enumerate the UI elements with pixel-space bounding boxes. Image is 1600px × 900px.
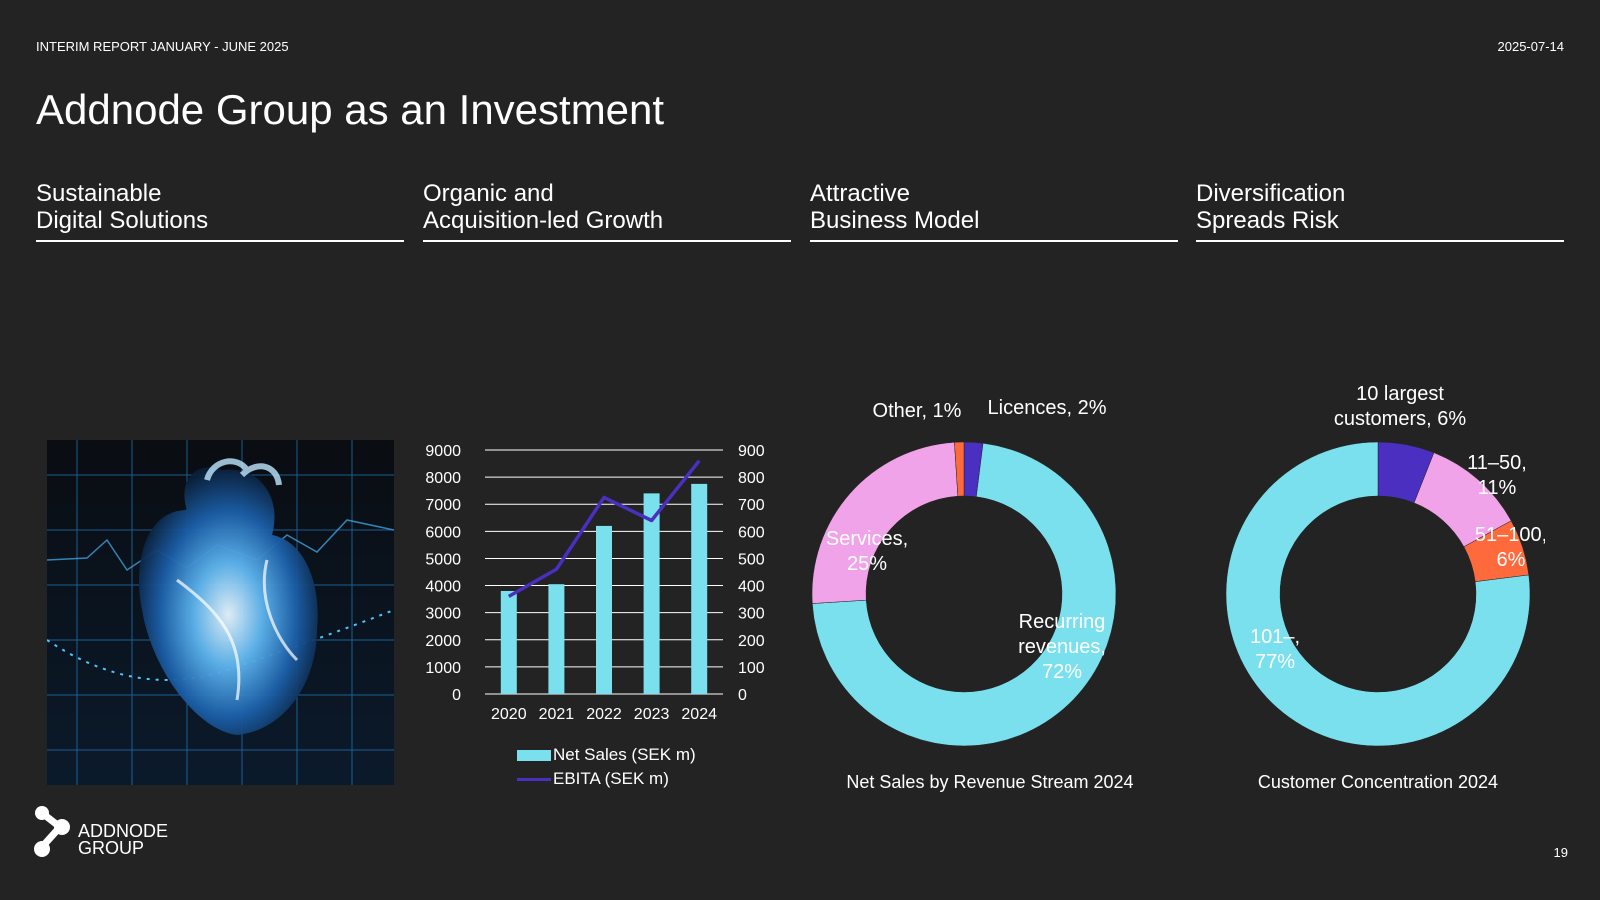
legend-label-ebita: EBITA (SEK m) xyxy=(553,769,669,788)
y-right-tick-label: 300 xyxy=(738,606,765,623)
x-tick-label: 2020 xyxy=(491,706,527,723)
y-right-tick-label: 900 xyxy=(738,443,765,460)
y-left-tick-label: 6000 xyxy=(425,524,461,541)
addnode-logo-icon xyxy=(32,805,74,864)
y-left-tick-label: 3000 xyxy=(425,606,461,623)
column-heading-diversification: Diversification Spreads Risk xyxy=(1196,180,1564,242)
y-right-tick-label: 700 xyxy=(738,497,765,514)
column-heading-line2: Business Model xyxy=(810,207,980,234)
net-sales-bar xyxy=(500,590,517,694)
column-heading-line1: Attractive xyxy=(810,180,911,207)
donut-slice-label: Other, 1% xyxy=(873,400,962,422)
y-left-tick-label: 9000 xyxy=(425,443,461,460)
y-left-tick-label: 1000 xyxy=(425,660,461,677)
y-right-tick-label: 0 xyxy=(738,687,747,704)
y-left-tick-label: 5000 xyxy=(425,551,461,568)
column-heading-line1: Organic and xyxy=(423,180,554,207)
y-left-tick-label: 0 xyxy=(452,687,461,704)
logo-line2: GROUP xyxy=(78,838,145,858)
donut-slice xyxy=(1225,441,1531,747)
column-heading-line1: Diversification xyxy=(1196,180,1346,207)
donut-slice-label: 11–50, 11% xyxy=(1467,452,1527,499)
y-right-tick-label: 200 xyxy=(738,633,765,650)
revenue-stream-caption: Net Sales by Revenue Stream 2024 xyxy=(846,772,1134,792)
revenue-stream-donut-svg: Licences, 2% Recurring revenues, 72% Service… xyxy=(811,397,1117,747)
legend-swatch-net-sales xyxy=(517,749,551,761)
column-heading-growth: Organic and Acquisition-led Growth xyxy=(423,180,791,242)
donut-slice-label: 101–, 77% xyxy=(1250,626,1300,673)
legend-label-net-sales: Net Sales (SEK m) xyxy=(553,745,696,764)
anatomical-heart-hologram-image xyxy=(47,440,394,785)
y-left-tick-label: 2000 xyxy=(425,633,461,650)
donut-slice xyxy=(812,442,1117,747)
y-right-tick-label: 500 xyxy=(738,551,765,568)
donut-slice xyxy=(954,441,965,497)
donut-slice-label: 10 largest customers, 6% xyxy=(1334,383,1466,430)
x-tick-label: 2023 xyxy=(634,706,670,723)
y-right-tick-label: 800 xyxy=(738,470,765,487)
chart-legend: Net Sales (SEK m) EBITA (SEK m) xyxy=(517,743,696,791)
sales-ebita-chart-svg: 0 0 1000 100 2000 200 3000 300 4000 400 5000 500 600… xyxy=(425,443,765,723)
net-sales-bar xyxy=(548,584,565,694)
page-number: 19 xyxy=(1553,845,1568,860)
logo-line1: ADDNODE xyxy=(78,821,169,841)
page-title: Addnode Group as an Investment xyxy=(36,86,665,133)
y-right-tick-label: 100 xyxy=(738,660,765,677)
net-sales-bar xyxy=(691,483,708,694)
ebita-line xyxy=(507,459,701,598)
x-tick-label: 2024 xyxy=(681,706,717,723)
customer-concentration-donut: 10 largest customers, 6% 11–50, 11% 51–100, 6… xyxy=(1205,380,1547,765)
x-tick-label: 2021 xyxy=(539,706,575,723)
column-heading-line2: Acquisition-led Growth xyxy=(423,207,664,234)
y-right-tick-label: 600 xyxy=(738,524,765,541)
sales-ebita-chart: 0 0 1000 100 2000 200 3000 300 4000 400 5000 500 600… xyxy=(420,432,800,737)
column-heading-business-model: Attractive Business Model xyxy=(810,180,1178,242)
net-sales-bar xyxy=(596,525,612,694)
report-date: 2025-07-14 xyxy=(1497,39,1565,54)
column-heading-line2: Spreads Risk xyxy=(1196,207,1339,234)
donut-slice-label: Services, 25% xyxy=(826,528,908,575)
legend-item-net-sales: Net Sales (SEK m) xyxy=(517,743,696,767)
customer-concentration-caption: Customer Concentration 2024 xyxy=(1257,772,1499,792)
column-heading-line1: Sustainable xyxy=(36,180,162,207)
donut-slice xyxy=(811,442,959,604)
x-tick-label: 2022 xyxy=(586,706,622,723)
y-left-tick-label: 4000 xyxy=(425,579,461,596)
donut-slice-label: Licences, 2% xyxy=(988,397,1107,419)
y-left-tick-label: 7000 xyxy=(425,497,461,514)
legend-item-ebita: EBITA (SEK m) xyxy=(517,767,696,791)
legend-swatch-ebita xyxy=(517,777,551,781)
donut-slice-label: 51–100, 6% xyxy=(1475,524,1545,571)
column-heading-line2: Digital Solutions xyxy=(36,207,209,234)
net-sales-bar xyxy=(643,493,660,694)
donut-slice-label: Recurring revenues, 72% xyxy=(1018,611,1106,683)
y-left-tick-label: 8000 xyxy=(425,470,461,487)
report-title: INTERIM REPORT JANUARY - JUNE 2025 xyxy=(36,39,289,54)
logo-wordmark: ADDNODE GROUP xyxy=(78,821,169,858)
y-right-tick-label: 400 xyxy=(738,579,765,596)
column-heading-sustainable: Sustainable Digital Solutions xyxy=(36,180,404,242)
customer-concentration-donut-svg: 10 largest customers, 6%11–50, 11% 51–100, 6… xyxy=(1225,383,1547,747)
revenue-stream-donut: Licences, 2% Recurring revenues, 72% Service… xyxy=(811,390,1152,765)
